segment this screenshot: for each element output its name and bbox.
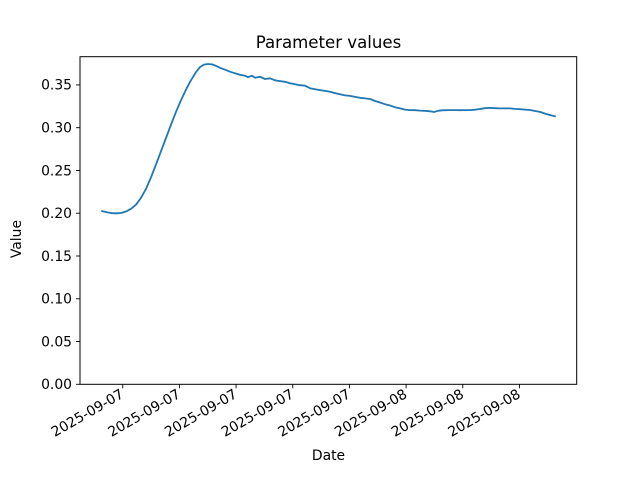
y-tick-label: 0.15: [41, 249, 72, 265]
plot-border: [79, 56, 578, 385]
y-tick-label: 0.35: [41, 78, 72, 94]
y-tick-label: 0.20: [41, 206, 72, 222]
chart-title: Parameter values: [255, 33, 402, 52]
y-tick-label: 0.30: [41, 120, 72, 136]
y-tick-label: 0.00: [41, 377, 72, 393]
x-axis-label: Date: [311, 448, 346, 464]
y-tick-label: 0.25: [41, 163, 72, 179]
y-tick-label: 0.10: [41, 292, 72, 308]
y-axis-label-text: Value: [9, 220, 25, 259]
data-line: [101, 63, 556, 215]
y-tick-label: 0.05: [41, 334, 72, 350]
